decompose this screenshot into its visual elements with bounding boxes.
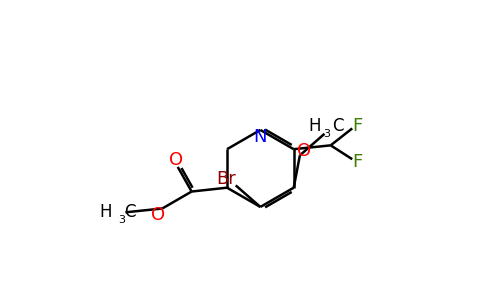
Text: C: C: [332, 117, 344, 135]
Text: H: H: [99, 203, 111, 221]
Text: F: F: [352, 152, 363, 170]
Text: N: N: [254, 128, 267, 146]
Text: C: C: [124, 203, 136, 221]
Text: O: O: [151, 206, 166, 224]
Text: F: F: [352, 117, 363, 135]
Text: Br: Br: [217, 170, 236, 188]
Text: O: O: [297, 142, 311, 160]
Text: 3: 3: [118, 215, 125, 225]
Text: H: H: [308, 117, 321, 135]
Text: 3: 3: [323, 129, 330, 139]
Text: O: O: [169, 151, 183, 169]
